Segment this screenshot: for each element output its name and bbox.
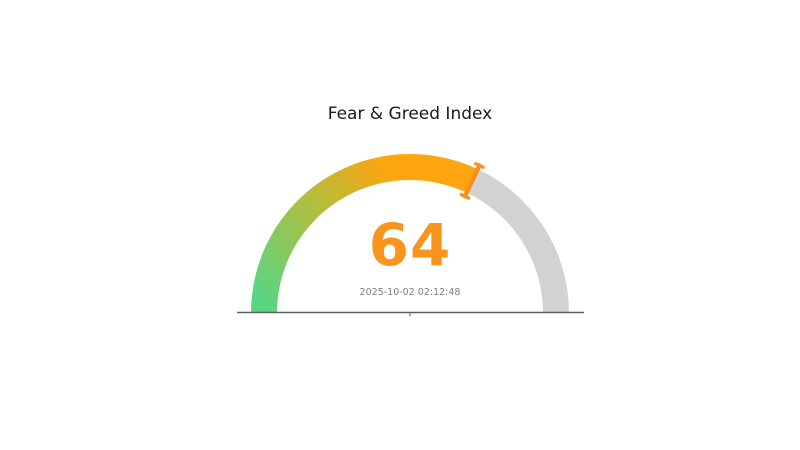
gauge-needle-cap-outer — [473, 161, 486, 170]
gauge-needle — [462, 162, 483, 200]
gauge-arc-colored — [251, 153, 478, 313]
gauge-arc-remainder — [466, 169, 569, 313]
gauge-needle-cap-inner — [459, 192, 471, 201]
